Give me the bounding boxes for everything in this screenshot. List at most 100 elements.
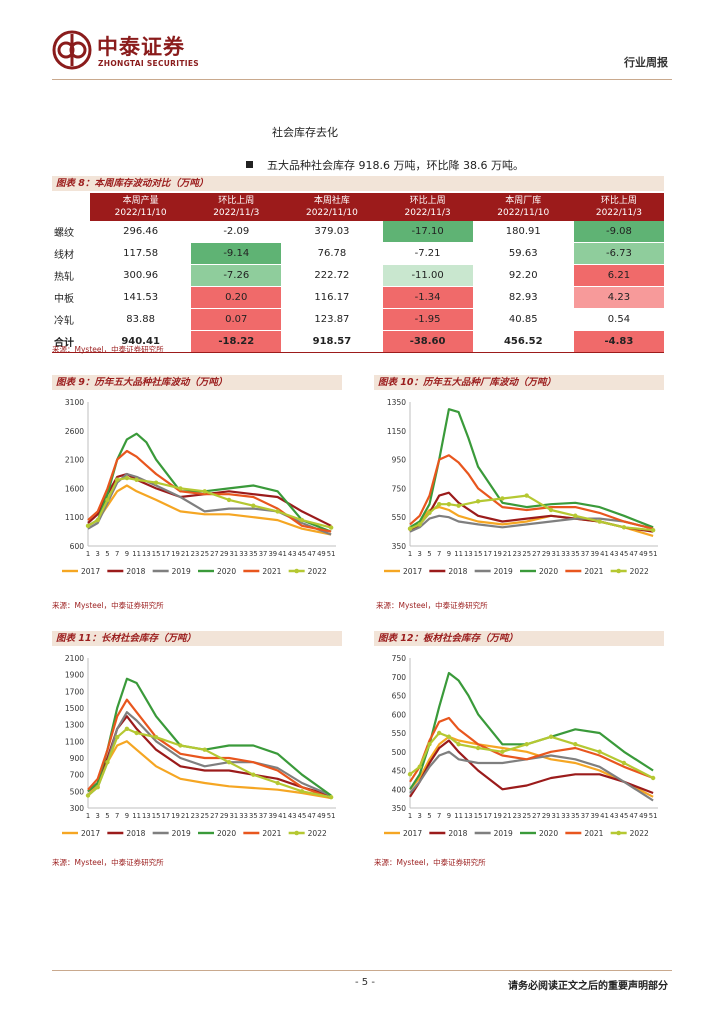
series-point-2022 — [417, 522, 422, 527]
column-header-date: 2022/11/3 — [404, 208, 451, 218]
x-tick-label: 15 — [152, 550, 161, 558]
inventory-table: 本周产量 2022/11/10 环比上周 2022/11/3 本周社库 2022/11/1… — [52, 193, 664, 353]
x-tick-label: 51 — [649, 812, 658, 820]
x-tick-label: 27 — [532, 812, 541, 820]
x-tick-label: 19 — [493, 812, 502, 820]
company-logo: 中泰证券 ZHONGTAI SECURITIES — [52, 30, 222, 74]
table-cell: 116.17 — [281, 286, 383, 309]
legend-label: 2020 — [217, 829, 236, 838]
x-tick-label: 31 — [552, 550, 561, 558]
x-tick-label: 41 — [600, 550, 609, 558]
series-line-2020 — [87, 432, 332, 533]
y-tick-label: 2600 — [65, 427, 84, 436]
series-point-2022 — [134, 477, 139, 482]
x-tick-label: 35 — [571, 550, 580, 558]
table-cell: -7.21 — [382, 242, 473, 265]
header-corner — [52, 193, 90, 221]
table-row: 冷轧 83.88 0.07 123.87 -1.95 40.85 0.54 — [52, 308, 664, 331]
series-line-2019 — [409, 514, 654, 533]
series-line-2022 — [87, 476, 332, 529]
x-tick-label: 23 — [513, 812, 522, 820]
series-point-2022 — [407, 526, 413, 531]
series-point-2022 — [178, 743, 183, 748]
y-tick-label: 1100 — [65, 513, 84, 522]
header-divider — [52, 79, 672, 80]
figure-10-title: 图表 10：历年五大品种厂库波动（万吨） — [374, 375, 664, 390]
x-tick-label: 41 — [278, 550, 287, 558]
table-cell: 456.52 — [472, 330, 574, 353]
series-point-2022 — [500, 496, 505, 501]
legend-label: 2022 — [630, 829, 649, 838]
column-header-date: 2022/11/10 — [497, 208, 550, 218]
table-cell: -11.00 — [382, 264, 473, 287]
table-cell: 4.23 — [573, 286, 664, 309]
column-header: 环比上周 2022/11/3 — [573, 193, 664, 221]
series-point-2022 — [226, 497, 232, 503]
x-tick-label: 49 — [317, 812, 326, 820]
figure-9-title: 图表 9：历年五大品种社库波动（万吨） — [52, 375, 342, 390]
x-tick-label: 11 — [132, 550, 141, 558]
legend-label: 2022 — [308, 567, 327, 576]
x-tick-label: 41 — [600, 812, 609, 820]
y-tick-label: 900 — [70, 754, 85, 763]
x-tick-label: 1 — [86, 812, 90, 820]
y-tick-label: 1900 — [65, 671, 84, 680]
series-point-2022 — [597, 519, 602, 524]
legend-marker-2022 — [616, 830, 621, 836]
x-tick-label: 11 — [454, 550, 463, 558]
column-header-label: 本周社库 — [313, 196, 350, 206]
y-tick-label: 1300 — [65, 721, 84, 730]
table-cell: 180.91 — [472, 221, 574, 243]
x-tick-label: 25 — [522, 812, 531, 820]
row-label: 中板 — [52, 286, 90, 309]
series-point-2022 — [299, 517, 305, 523]
x-tick-label: 25 — [522, 550, 531, 558]
legend-label: 2017 — [81, 829, 100, 838]
series-point-2022 — [621, 760, 627, 766]
series-point-2022 — [95, 784, 100, 790]
x-tick-label: 17 — [161, 812, 170, 820]
legend-label: 2021 — [262, 829, 281, 838]
x-tick-label: 47 — [629, 812, 638, 820]
x-tick-label: 5 — [427, 550, 431, 558]
table-row: 线材 117.58 -9.14 76.78 -7.21 59.63 -6.73 — [52, 242, 664, 265]
x-tick-label: 45 — [620, 812, 629, 820]
legend-label: 2019 — [172, 567, 191, 576]
legend-label: 2021 — [584, 567, 603, 576]
series-point-2022 — [275, 509, 280, 514]
series-point-2022 — [446, 734, 452, 739]
y-tick-label: 2100 — [65, 456, 84, 465]
y-tick-label: 550 — [392, 729, 407, 738]
x-tick-label: 39 — [268, 550, 277, 558]
table-cell: 222.72 — [281, 264, 383, 287]
series-point-2022 — [226, 759, 232, 765]
table-cell: 83.88 — [90, 308, 192, 331]
y-tick-label: 750 — [392, 654, 407, 663]
y-tick-label: 350 — [392, 804, 407, 813]
legend-marker-2022 — [294, 830, 299, 836]
table-cell: -9.08 — [573, 221, 664, 243]
series-point-2022 — [328, 525, 334, 530]
logo-chinese-name: 中泰证券 — [97, 35, 185, 59]
table-header-row: 本周产量 2022/11/10 环比上周 2022/11/3 本周社库 2022/11/1… — [52, 193, 664, 221]
legend-label: 2018 — [126, 829, 145, 838]
series-point-2022 — [105, 497, 110, 503]
x-tick-label: 7 — [115, 812, 119, 820]
series-point-2022 — [548, 507, 554, 513]
legend-label: 2020 — [539, 829, 558, 838]
table-cell: 117.58 — [90, 242, 192, 265]
column-header-label: 本周产量 — [122, 196, 159, 206]
series-point-2022 — [456, 742, 461, 747]
x-tick-label: 21 — [181, 550, 190, 558]
x-tick-label: 13 — [142, 812, 151, 820]
x-tick-label: 1 — [408, 550, 412, 558]
series-point-2022 — [251, 772, 256, 777]
legend-label: 2021 — [584, 829, 603, 838]
x-tick-label: 47 — [307, 550, 316, 558]
legend-label: 2018 — [448, 567, 467, 576]
table-cell: -2.09 — [191, 221, 282, 243]
x-tick-label: 9 — [125, 550, 129, 558]
x-tick-label: 31 — [230, 812, 239, 820]
series-point-2022 — [500, 749, 505, 754]
series-point-2022 — [275, 780, 280, 786]
